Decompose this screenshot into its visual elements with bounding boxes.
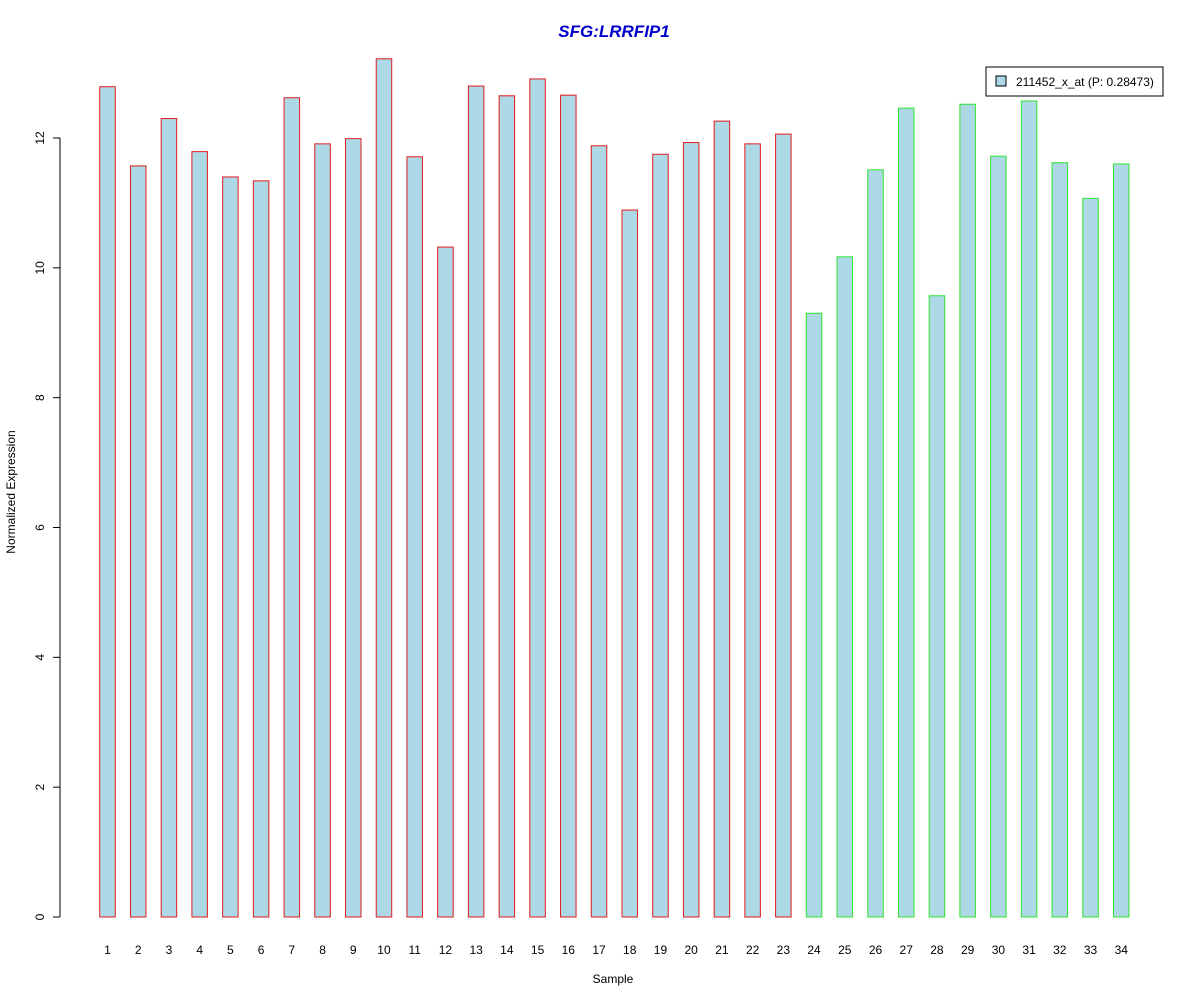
- bar-sample-11: [406, 156, 423, 918]
- x-tick-label: 29: [961, 943, 975, 957]
- y-tick-label: 10: [33, 261, 47, 275]
- y-axis: 0 2 4 6 8 10 12: [33, 131, 61, 920]
- chart-title: SFG:LRRFIP1: [558, 22, 669, 41]
- bar-sample-5: [222, 176, 239, 918]
- x-tick-label: 32: [1053, 943, 1067, 957]
- x-tick-label: 18: [623, 943, 637, 957]
- bar-sample-19: [652, 153, 669, 918]
- bar-sample-21: [713, 120, 731, 918]
- x-tick-label: 26: [869, 943, 883, 957]
- bar-sample-3: [160, 118, 178, 918]
- y-tick-label: 4: [33, 654, 47, 661]
- x-tick-label: 33: [1084, 943, 1098, 957]
- bar-sample-31: [1020, 100, 1038, 918]
- bar-sample-15: [529, 78, 546, 918]
- bar-sample-17: [590, 145, 608, 918]
- bar-sample-2: [129, 165, 147, 918]
- x-tick-label: 28: [930, 943, 944, 957]
- y-tick-label: 8: [33, 394, 47, 401]
- bar-sample-20: [682, 142, 700, 918]
- y-axis-label: Normalized Expression: [4, 430, 18, 553]
- x-tick-label: 15: [531, 943, 545, 957]
- bar-sample-7: [283, 97, 301, 918]
- bar-sample-32: [1051, 162, 1069, 918]
- x-tick-labels: 1 2 3 4 5 6 7 8 9 10 11 12 13 14 15 16 17 18 19 20 21 22 23 24 2…: [104, 943, 1128, 957]
- x-tick-label: 17: [592, 943, 606, 957]
- bar-sample-26: [867, 169, 884, 918]
- x-tick-label: 10: [377, 943, 391, 957]
- bar-sample-27: [897, 107, 915, 918]
- bar-sample-16: [560, 94, 577, 918]
- bar-sample-30: [990, 155, 1007, 918]
- bar-sample-6: [252, 180, 270, 918]
- bar-sample-14: [498, 95, 516, 918]
- bar-sample-4: [191, 151, 208, 918]
- x-tick-label: 3: [166, 943, 173, 957]
- y-tick-label: 6: [33, 524, 47, 531]
- x-tick-label: 11: [408, 943, 421, 957]
- bar-sample-23: [775, 133, 792, 918]
- x-tick-label: 8: [319, 943, 326, 957]
- x-tick-label: 23: [777, 943, 791, 957]
- x-tick-label: 34: [1115, 943, 1129, 957]
- x-tick-label: 30: [992, 943, 1006, 957]
- bar-sample-10: [375, 58, 393, 918]
- x-tick-label: 19: [654, 943, 668, 957]
- x-axis-label: Sample: [593, 972, 634, 986]
- legend-box: [985, 66, 1164, 97]
- x-tick-label: 1: [104, 943, 111, 957]
- x-tick-label: 4: [196, 943, 203, 957]
- x-tick-label: 31: [1022, 943, 1036, 957]
- x-tick-label: 25: [838, 943, 852, 957]
- bar-sample-12: [437, 246, 454, 918]
- x-tick-label: 12: [439, 943, 453, 957]
- x-tick-label: 9: [350, 943, 357, 957]
- bar-sample-18: [621, 209, 638, 918]
- x-tick-label: 7: [288, 943, 295, 957]
- y-tick-label: 2: [33, 784, 47, 791]
- x-tick-label: 24: [807, 943, 821, 957]
- bar-sample-1: [99, 86, 116, 918]
- x-tick-label: 14: [500, 943, 514, 957]
- x-tick-label: 20: [685, 943, 699, 957]
- bar-sample-13: [467, 85, 485, 918]
- bar-sample-29: [959, 103, 976, 918]
- bars-group: [99, 58, 1130, 918]
- bar-sample-33: [1082, 197, 1099, 918]
- legend-label: 211452_x_at (P: 0.28473): [1016, 75, 1154, 89]
- y-tick-label: 0: [33, 913, 47, 920]
- x-tick-label: 13: [469, 943, 483, 957]
- x-tick-label: 22: [746, 943, 760, 957]
- x-tick-label: 21: [715, 943, 729, 957]
- y-tick-label: 12: [33, 131, 47, 145]
- bar-sample-8: [314, 143, 331, 918]
- bar-sample-28: [928, 295, 946, 918]
- x-tick-label: 2: [135, 943, 142, 957]
- legend: 211452_x_at (P: 0.28473): [985, 66, 1164, 97]
- bar-sample-34: [1113, 163, 1130, 918]
- bar-sample-25: [836, 256, 854, 918]
- x-tick-label: 5: [227, 943, 234, 957]
- legend-swatch: [995, 75, 1007, 87]
- bar-sample-22: [744, 143, 761, 918]
- bar-sample-24: [805, 312, 823, 918]
- bar-sample-9: [345, 138, 362, 918]
- x-tick-label: 16: [562, 943, 576, 957]
- x-tick-label: 6: [258, 943, 265, 957]
- x-tick-label: 27: [900, 943, 914, 957]
